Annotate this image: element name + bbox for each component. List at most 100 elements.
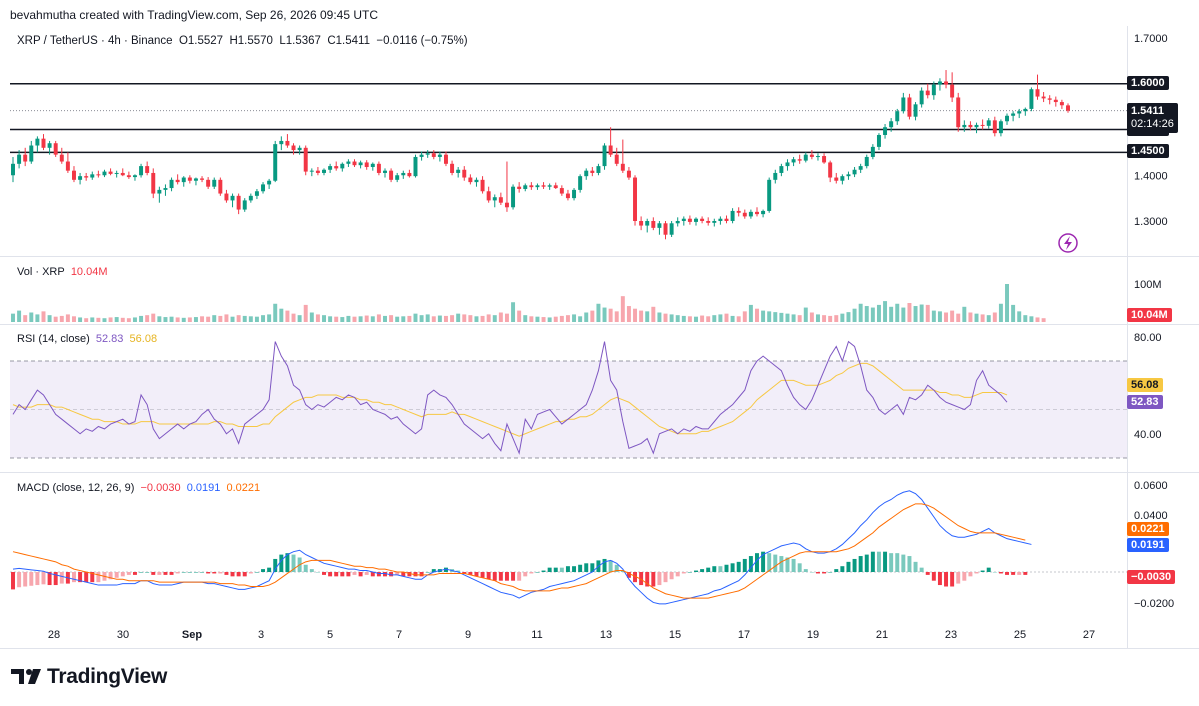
volume-bar xyxy=(797,315,802,322)
rsi-ma-value: 56.08 xyxy=(129,333,158,345)
macd-histogram-bar xyxy=(645,572,650,587)
candle-body xyxy=(767,179,772,211)
candle-body xyxy=(413,156,418,177)
macd-histogram-bar xyxy=(322,572,326,575)
volume-bar xyxy=(779,312,784,322)
volume-bar xyxy=(980,314,985,322)
volume-bar xyxy=(700,315,705,322)
macd-histogram-bar xyxy=(889,553,894,572)
macd-histogram-bar xyxy=(779,556,784,572)
macd-histogram-bar xyxy=(840,566,845,572)
volume-bar xyxy=(492,315,497,322)
macd-histogram-bar xyxy=(718,566,723,572)
candle-body xyxy=(779,166,784,173)
macd-group[interactable] xyxy=(11,490,1032,605)
candle-body xyxy=(425,153,430,155)
volume-bar xyxy=(206,316,211,322)
macd-histogram-bar xyxy=(901,554,906,572)
volume-bar xyxy=(242,315,247,322)
macd-histogram-bar xyxy=(956,572,961,584)
time-axis[interactable]: 28 30 Sep 3 5 7 9 11 13 15 17 19 21 23 25 27 xyxy=(48,629,1095,641)
macd-title[interactable]: MACD (close, 12, 26, 9) xyxy=(17,482,135,494)
volume-bar xyxy=(529,316,534,322)
macd-histogram-bar xyxy=(553,567,558,572)
candle-body xyxy=(175,179,180,183)
candle-body xyxy=(450,163,455,173)
macd-histogram-bar xyxy=(59,572,64,584)
volume-bar xyxy=(53,316,58,322)
candle-body xyxy=(791,159,796,163)
candle-body xyxy=(1035,89,1040,97)
macd-histogram-bar xyxy=(864,554,869,572)
rsi-group[interactable] xyxy=(12,340,1008,455)
macd-histogram-bar xyxy=(687,572,692,573)
volume-bar xyxy=(791,314,796,322)
volume-bar xyxy=(291,313,296,322)
macd-histogram-bar xyxy=(200,572,205,573)
candles-group[interactable] xyxy=(11,70,1070,240)
time-tick-label: 30 xyxy=(117,629,129,641)
candle-body xyxy=(486,191,491,201)
candle-body xyxy=(96,174,101,176)
macd-line-tag: 0.0191 xyxy=(1127,538,1169,552)
candle-body xyxy=(376,163,381,173)
volume-bar xyxy=(590,310,595,322)
volume-bar xyxy=(395,316,400,322)
macd-histogram-bar xyxy=(815,572,820,574)
volume-bar xyxy=(645,311,650,322)
candle-body xyxy=(663,223,668,235)
candle-body xyxy=(846,174,851,177)
volume-bar xyxy=(974,313,979,322)
bolt-icon[interactable] xyxy=(1058,233,1078,253)
volume-bar xyxy=(126,318,131,322)
candle-body xyxy=(773,172,778,180)
macd-histogram-bar xyxy=(608,560,613,572)
candle-body xyxy=(657,223,662,228)
macd-histogram-bar xyxy=(736,561,741,572)
volume-bar xyxy=(279,308,284,322)
rsi-title[interactable]: RSI (14, close) xyxy=(17,333,90,345)
macd-histogram-bar xyxy=(53,572,58,586)
open-label: O xyxy=(178,35,188,47)
symbol-name[interactable]: XRP / TetherUS · 4h · Binance xyxy=(17,35,173,47)
volume-bar xyxy=(11,313,15,322)
macd-histogram-bar xyxy=(937,572,942,586)
macd-histogram-bar xyxy=(389,572,394,577)
candle-body xyxy=(456,169,461,173)
volume-group[interactable] xyxy=(11,284,1046,322)
macd-histogram-bar xyxy=(742,558,747,572)
macd-histogram-bar xyxy=(1023,572,1028,575)
macd-histogram-bar xyxy=(206,572,211,574)
time-tick-label: 3 xyxy=(258,629,264,641)
candle-body xyxy=(279,140,284,145)
macd-histogram-bar xyxy=(925,572,930,575)
time-tick-label: 17 xyxy=(738,629,750,641)
volume-bar xyxy=(468,315,473,322)
candle-body xyxy=(145,166,150,173)
volume-bar xyxy=(364,315,369,322)
volume-bar xyxy=(883,301,888,322)
volume-bar xyxy=(553,316,558,322)
volume-bar xyxy=(907,303,912,322)
macd-tick: −0.0200 xyxy=(1134,598,1174,610)
volume-bar xyxy=(169,316,174,322)
volume-bar xyxy=(84,318,89,322)
volume-bar xyxy=(157,316,162,322)
volume-bar xyxy=(578,316,583,322)
macd-histogram-bar xyxy=(681,572,686,574)
macd-histogram-bar xyxy=(352,572,357,575)
tradingview-logo-text[interactable]: TradingView xyxy=(47,665,168,688)
rsi-tag: 52.83 xyxy=(1127,395,1163,409)
macd-histogram-bar xyxy=(291,554,296,572)
volume-title[interactable]: Vol · XRP xyxy=(17,266,65,278)
macd-histogram-bar xyxy=(358,572,363,577)
price-tick: 1.4000 xyxy=(1134,170,1168,182)
macd-histogram-bar xyxy=(431,569,436,572)
candle-body xyxy=(504,202,509,208)
volume-bar xyxy=(273,303,278,322)
volume-bar xyxy=(401,316,406,322)
candle-body xyxy=(193,178,198,181)
candle-body xyxy=(901,97,906,112)
candle-body xyxy=(273,144,278,181)
